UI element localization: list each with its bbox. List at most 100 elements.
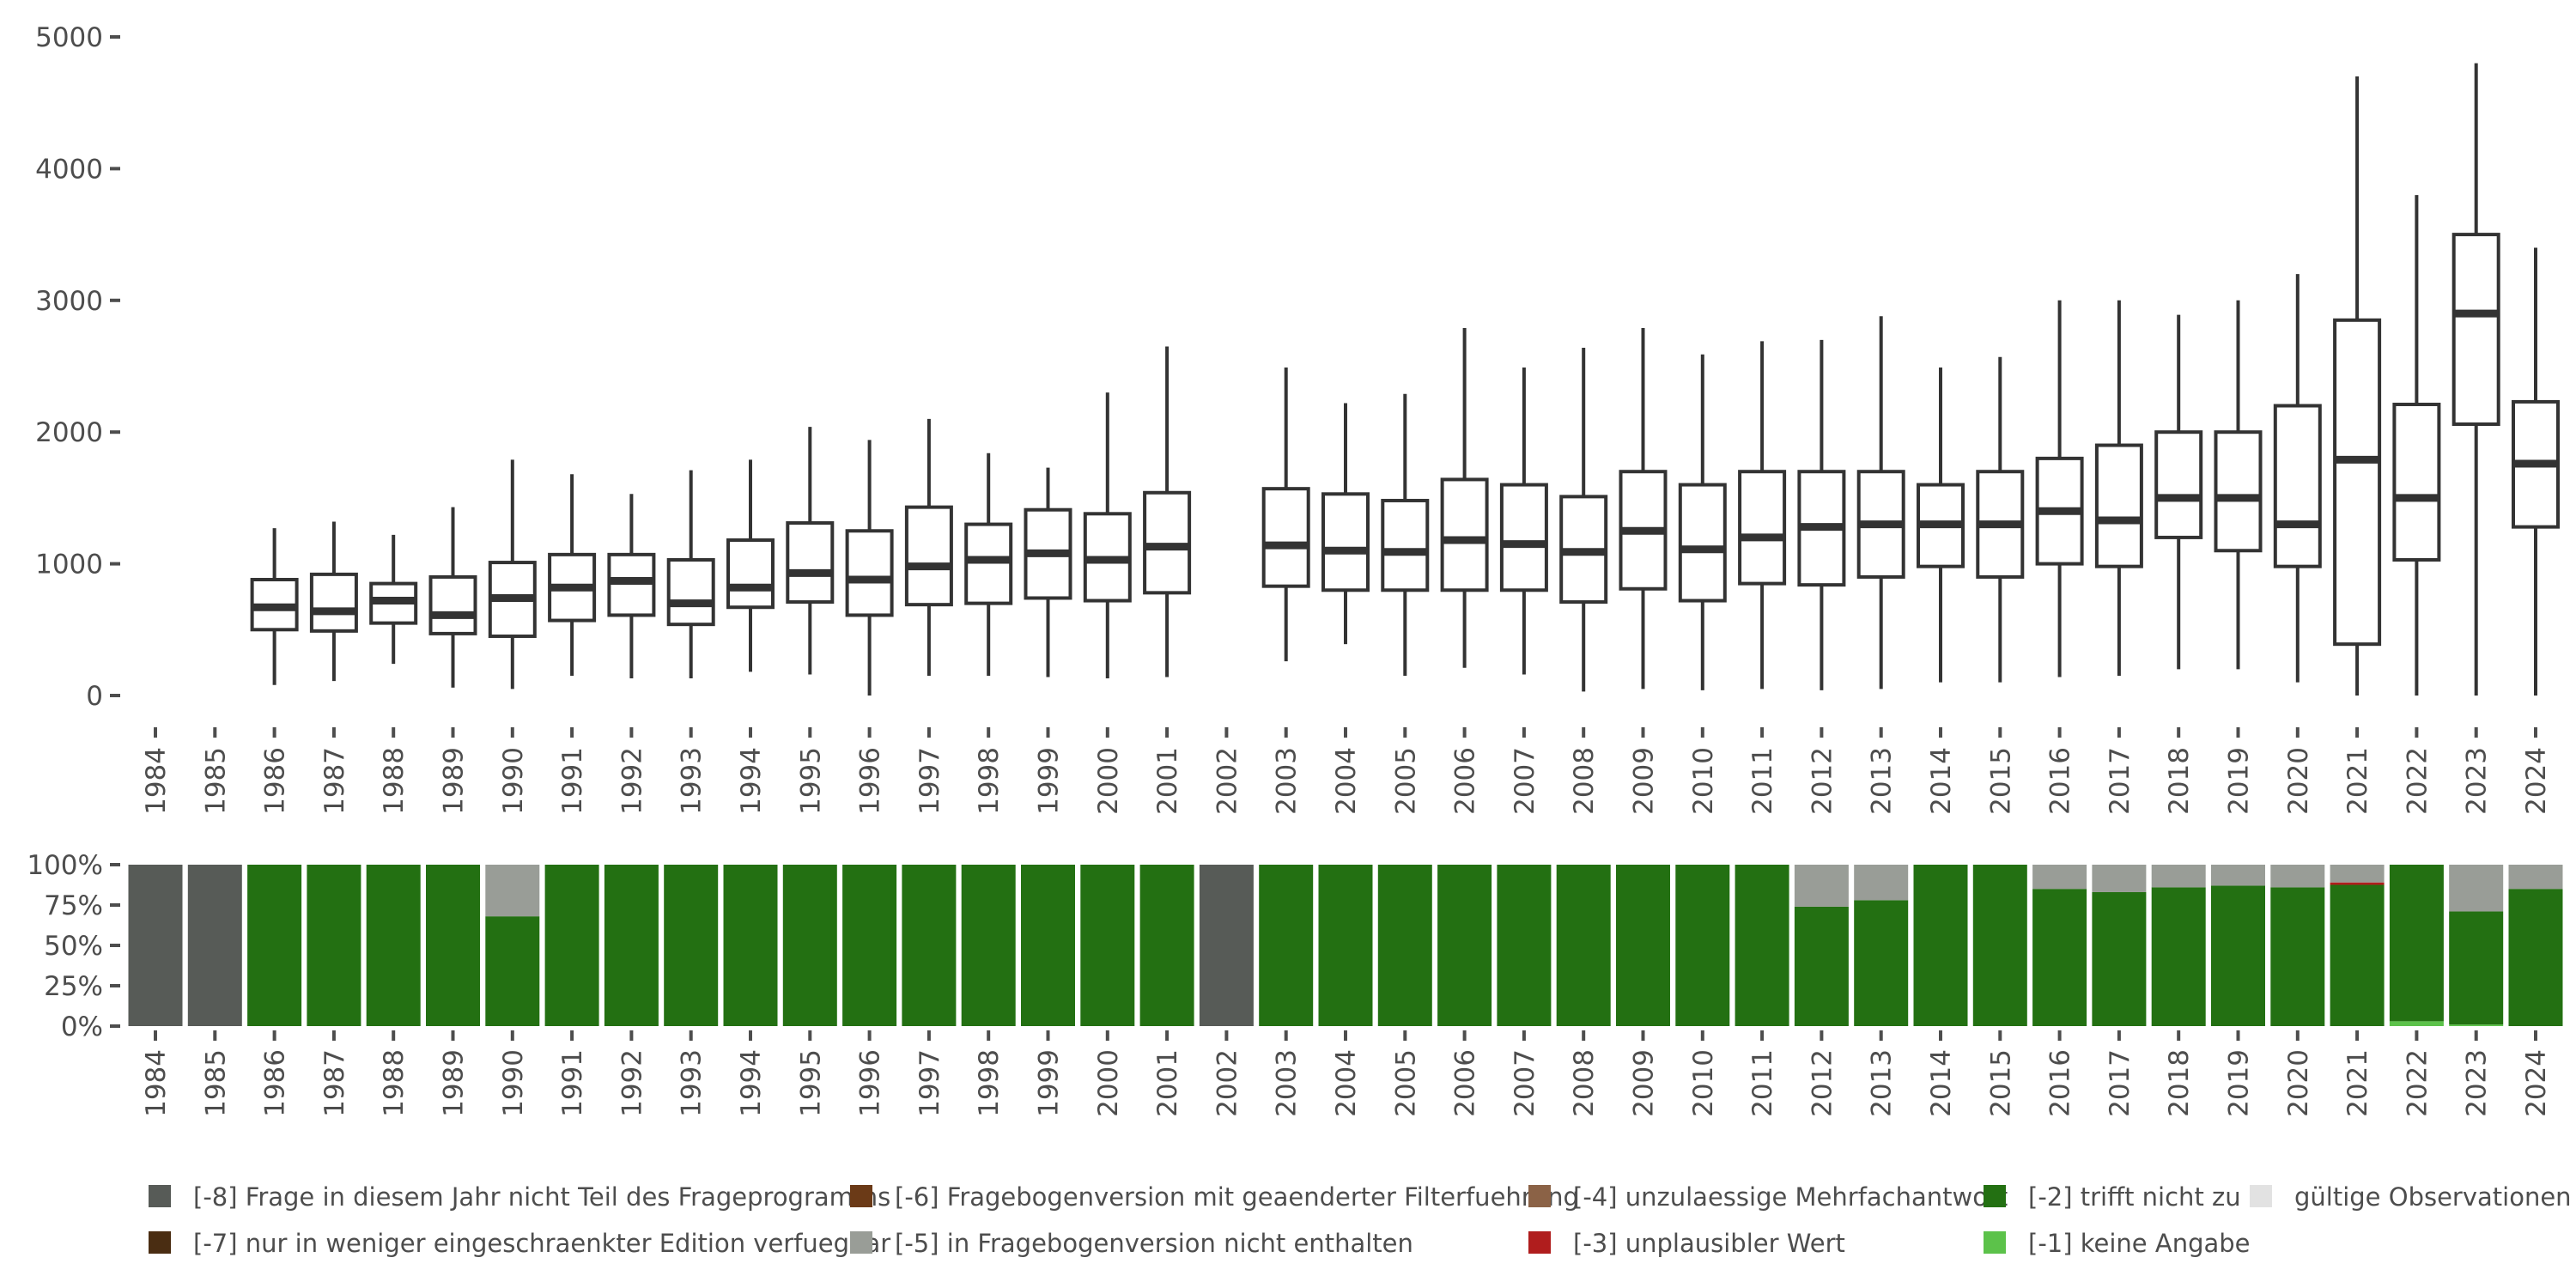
y-tick-label: 0 [86, 681, 103, 712]
bar-segment-1993 [664, 865, 719, 1026]
y-tick-label: 0% [61, 1012, 103, 1042]
x-tick-label: 2011 [1747, 747, 1778, 815]
x-tick-label: 2007 [1510, 1049, 1540, 1117]
x-tick-label: 2019 [2224, 1049, 2255, 1117]
box-1995 [786, 521, 835, 605]
x-tick-label: 1989 [439, 747, 470, 815]
box-2011 [1738, 470, 1787, 586]
x-tick-label: 2013 [1867, 747, 1898, 815]
bar-segment-2019 [2211, 865, 2265, 886]
x-tick-label: 2000 [1093, 1049, 1124, 1117]
x-tick-label: 1987 [319, 747, 350, 815]
bar-segment-2012 [1794, 906, 1849, 1026]
box-1998 [964, 522, 1013, 605]
x-tick-label: 1986 [260, 747, 291, 815]
x-tick-label: 2012 [1807, 1049, 1838, 1117]
bar-segment-2016 [2032, 865, 2087, 890]
x-tick-label: 2005 [1390, 747, 1421, 815]
legend-label: [-2] trifft nicht zu [2028, 1182, 2241, 1212]
bar-segment-1996 [842, 865, 897, 1026]
x-tick-label: 2022 [2402, 1049, 2433, 1117]
x-tick-label: 2006 [1450, 747, 1481, 815]
x-tick-label: 2013 [1867, 1049, 1898, 1117]
x-tick-label: 1998 [974, 1049, 1005, 1117]
legend-swatch [1528, 1231, 1551, 1254]
bar-segment-1986 [247, 865, 302, 1026]
legend-swatch [1528, 1185, 1551, 1207]
box-2004 [1321, 492, 1370, 592]
x-tick-label: 2021 [2342, 747, 2373, 815]
box-1992 [607, 552, 656, 617]
bar-segment-2008 [1556, 865, 1611, 1026]
x-tick-label: 1990 [498, 1049, 529, 1117]
x-tick-label: 1995 [795, 747, 826, 815]
x-tick-label: 1999 [1034, 1049, 1065, 1117]
box-2005 [1381, 498, 1430, 592]
bar-segment-2010 [1675, 865, 1730, 1026]
legend-label: [-7] nur in weniger eingeschraenkter Edi… [193, 1229, 890, 1258]
x-tick-label: 2016 [2045, 747, 2076, 815]
bar-segment-1995 [782, 865, 837, 1026]
x-tick-label: 2019 [2224, 747, 2255, 815]
box-2010 [1678, 483, 1727, 603]
bar-segment-1998 [961, 865, 1016, 1026]
y-tick-label: 100% [27, 850, 103, 881]
stacked-bar-panel: 0% 25% 50% 75% 100% 1984 1985 1986 1987 1988 1989 1… [27, 850, 2563, 1117]
bar-segment-2000 [1080, 865, 1135, 1026]
x-tick-label: 1991 [557, 1049, 588, 1117]
y-tick-label: 25% [44, 971, 103, 1002]
y-tick-label: 3000 [35, 286, 103, 317]
bar-segment-2011 [1735, 865, 1789, 1026]
y-tick-label: 2000 [35, 417, 103, 448]
box-1997 [904, 505, 953, 607]
x-tick-label: 2002 [1212, 747, 1242, 815]
x-tick-label: 2023 [2462, 1049, 2493, 1117]
x-tick-label: 2004 [1331, 747, 1362, 815]
x-tick-label: 2015 [1985, 1049, 2016, 1117]
x-tick-label: 2000 [1093, 747, 1124, 815]
box-2003 [1261, 487, 1310, 588]
bar-segment-2024 [2508, 889, 2563, 1026]
x-tick-label: 1991 [557, 747, 588, 815]
bar-segment-2018 [2151, 887, 2206, 1026]
x-tick-label: 1994 [736, 1049, 767, 1117]
bar-segment-1985 [187, 865, 242, 1026]
bar-segment-2024 [2508, 865, 2563, 890]
legend-label: [-1] keine Angabe [2028, 1229, 2251, 1258]
y-tick-label: 50% [44, 931, 103, 962]
x-tick-label: 1999 [1034, 747, 1065, 815]
box-2018 [2154, 430, 2203, 539]
x-tick-label: 2014 [1926, 1049, 1957, 1117]
legend-swatch [850, 1231, 872, 1254]
legend: [-8] Frage in diesem Jahr nicht Teil des… [149, 1182, 2572, 1258]
bar-segment-1990 [485, 916, 540, 1026]
bar-segment-2023 [2449, 865, 2504, 912]
x-tick-label: 1988 [379, 747, 410, 815]
x-tick-label: 1993 [677, 747, 708, 815]
x-tick-label: 2020 [2283, 1049, 2314, 1117]
bar-segment-2013 [1854, 865, 1909, 901]
box-2001 [1143, 490, 1192, 595]
legend-label: gültige Observationen [2294, 1182, 2572, 1212]
x-tick-label: 2007 [1510, 747, 1540, 815]
legend-label: [-6] Fragebogenversion mit geaenderter F… [895, 1182, 1579, 1212]
x-tick-label: 2022 [2402, 747, 2433, 815]
bar-segment-2021 [2330, 882, 2385, 885]
box-2022 [2392, 402, 2441, 562]
y-tick-label: 75% [44, 890, 103, 921]
legend-label: [-8] Frage in diesem Jahr nicht Teil des… [193, 1182, 890, 1212]
bar-segment-2023 [2449, 911, 2504, 1025]
bar-segment-2022 [2389, 1021, 2444, 1026]
box-2017 [2094, 443, 2143, 568]
legend-swatch [1984, 1185, 2006, 1207]
bar-segment-2014 [1913, 865, 1968, 1026]
x-tick-label: 1997 [914, 1049, 945, 1117]
bar-segment-2001 [1139, 865, 1194, 1026]
legend-swatch [149, 1185, 171, 1207]
bar-segment-2013 [1854, 900, 1909, 1026]
bar-segment-2007 [1497, 865, 1552, 1026]
bar-segment-2017 [2092, 891, 2147, 1026]
y-tick-label: 5000 [35, 22, 103, 53]
x-tick-label: 2004 [1331, 1049, 1362, 1117]
x-tick-label: 1995 [795, 1049, 826, 1117]
